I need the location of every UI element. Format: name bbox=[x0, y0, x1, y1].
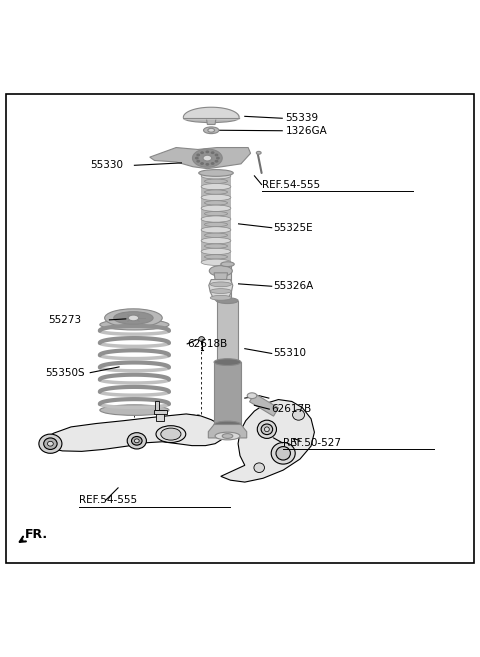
Bar bbox=[155, 401, 159, 410]
Polygon shape bbox=[150, 148, 251, 169]
Ellipse shape bbox=[271, 443, 295, 464]
Ellipse shape bbox=[134, 439, 139, 443]
Text: REF.54-555: REF.54-555 bbox=[262, 179, 320, 189]
Ellipse shape bbox=[39, 434, 62, 453]
Text: FR.: FR. bbox=[25, 528, 48, 541]
Ellipse shape bbox=[215, 154, 218, 156]
Polygon shape bbox=[217, 301, 238, 362]
Text: 55330: 55330 bbox=[90, 160, 123, 170]
Ellipse shape bbox=[217, 298, 238, 304]
Text: 62618B: 62618B bbox=[187, 339, 228, 349]
Ellipse shape bbox=[201, 238, 231, 244]
Ellipse shape bbox=[215, 432, 240, 440]
Ellipse shape bbox=[192, 149, 222, 168]
Ellipse shape bbox=[264, 427, 269, 432]
Ellipse shape bbox=[216, 156, 220, 160]
Ellipse shape bbox=[127, 433, 146, 449]
Ellipse shape bbox=[204, 244, 228, 248]
Ellipse shape bbox=[161, 428, 181, 440]
Ellipse shape bbox=[183, 114, 239, 123]
Ellipse shape bbox=[201, 194, 231, 200]
Ellipse shape bbox=[204, 200, 228, 205]
Ellipse shape bbox=[203, 155, 212, 161]
Ellipse shape bbox=[201, 173, 231, 179]
Polygon shape bbox=[250, 394, 278, 416]
Ellipse shape bbox=[214, 421, 241, 428]
Ellipse shape bbox=[215, 160, 218, 163]
Ellipse shape bbox=[100, 405, 169, 415]
Ellipse shape bbox=[201, 227, 231, 233]
Ellipse shape bbox=[210, 288, 231, 294]
Ellipse shape bbox=[210, 296, 231, 300]
Ellipse shape bbox=[214, 359, 241, 365]
Text: 55310: 55310 bbox=[274, 348, 307, 359]
Bar bbox=[154, 410, 167, 414]
Ellipse shape bbox=[204, 222, 228, 227]
Ellipse shape bbox=[199, 336, 204, 342]
Polygon shape bbox=[209, 279, 233, 302]
Ellipse shape bbox=[201, 248, 231, 254]
Ellipse shape bbox=[201, 216, 231, 222]
Ellipse shape bbox=[156, 426, 186, 443]
Polygon shape bbox=[208, 424, 247, 438]
Polygon shape bbox=[206, 118, 216, 124]
Text: 55326A: 55326A bbox=[274, 281, 314, 291]
Text: 55350S: 55350S bbox=[46, 368, 85, 378]
Ellipse shape bbox=[199, 170, 233, 176]
Text: REF.54-555: REF.54-555 bbox=[79, 495, 137, 505]
Ellipse shape bbox=[205, 163, 209, 166]
Ellipse shape bbox=[201, 205, 231, 212]
Ellipse shape bbox=[204, 190, 228, 194]
Ellipse shape bbox=[210, 282, 231, 286]
Text: 1326GA: 1326GA bbox=[286, 125, 327, 136]
Ellipse shape bbox=[114, 311, 153, 324]
Ellipse shape bbox=[44, 438, 57, 449]
Ellipse shape bbox=[208, 128, 215, 132]
Ellipse shape bbox=[48, 442, 53, 446]
Ellipse shape bbox=[204, 179, 228, 183]
Ellipse shape bbox=[204, 127, 219, 133]
Ellipse shape bbox=[209, 265, 232, 276]
Ellipse shape bbox=[201, 259, 231, 265]
Ellipse shape bbox=[257, 420, 276, 438]
Ellipse shape bbox=[256, 151, 261, 154]
Polygon shape bbox=[214, 362, 241, 424]
Ellipse shape bbox=[221, 261, 234, 267]
Text: 55339: 55339 bbox=[286, 113, 319, 124]
Text: REF.50-527: REF.50-527 bbox=[283, 438, 341, 447]
Bar bbox=[224, 264, 231, 301]
Text: 55273: 55273 bbox=[48, 315, 81, 325]
Polygon shape bbox=[214, 273, 228, 279]
Bar bbox=[201, 176, 231, 262]
Ellipse shape bbox=[196, 154, 200, 156]
Ellipse shape bbox=[100, 319, 169, 330]
Ellipse shape bbox=[200, 151, 204, 154]
Ellipse shape bbox=[222, 434, 233, 438]
Text: 55325E: 55325E bbox=[274, 223, 313, 233]
Polygon shape bbox=[221, 399, 314, 482]
Ellipse shape bbox=[211, 162, 215, 165]
Ellipse shape bbox=[201, 183, 231, 190]
Ellipse shape bbox=[247, 393, 257, 399]
Ellipse shape bbox=[205, 150, 209, 153]
Ellipse shape bbox=[200, 162, 204, 165]
Ellipse shape bbox=[293, 409, 304, 420]
Ellipse shape bbox=[217, 359, 238, 365]
Ellipse shape bbox=[204, 255, 228, 259]
Ellipse shape bbox=[132, 436, 142, 445]
Ellipse shape bbox=[195, 156, 199, 160]
Ellipse shape bbox=[211, 151, 215, 154]
Ellipse shape bbox=[196, 160, 200, 163]
Text: 62617B: 62617B bbox=[271, 404, 312, 414]
Bar bbox=[156, 410, 164, 420]
Ellipse shape bbox=[204, 212, 228, 215]
Ellipse shape bbox=[261, 424, 273, 434]
Ellipse shape bbox=[105, 309, 162, 327]
Ellipse shape bbox=[204, 233, 228, 237]
Ellipse shape bbox=[276, 447, 290, 460]
Polygon shape bbox=[42, 414, 226, 451]
Ellipse shape bbox=[128, 315, 139, 321]
Ellipse shape bbox=[254, 463, 264, 472]
